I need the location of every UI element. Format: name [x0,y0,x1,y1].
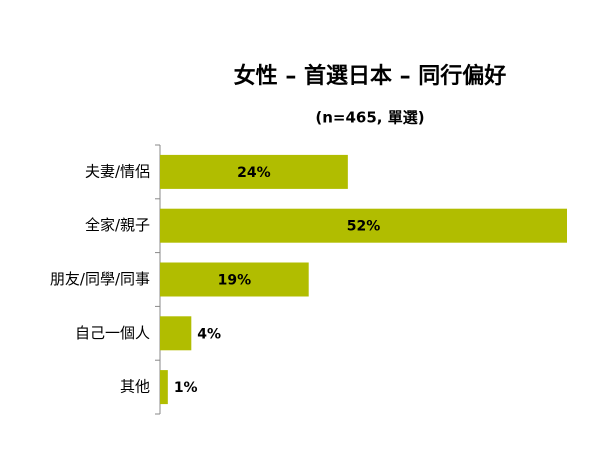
category-label: 自己一個人 [75,324,150,342]
bar [160,208,567,243]
bar [160,316,192,351]
category-label: 其他 [120,378,150,396]
chart-title: 女性 – 首選日本 – 同行偏好 [234,63,507,89]
value-label: 24% [237,165,271,181]
value-label: 52% [347,219,381,235]
value-label: 4% [197,326,221,342]
bar [160,370,168,405]
bar [160,154,348,189]
value-label: 1% [174,380,198,396]
chart-subtitle: (n=465, 單選) [315,109,424,127]
category-label: 全家/親子 [85,216,150,234]
category-label: 夫妻/情侶 [85,162,150,180]
value-label: 19% [218,273,252,289]
category-label: 朋友/同學/同事 [50,270,150,288]
bar [160,262,309,297]
